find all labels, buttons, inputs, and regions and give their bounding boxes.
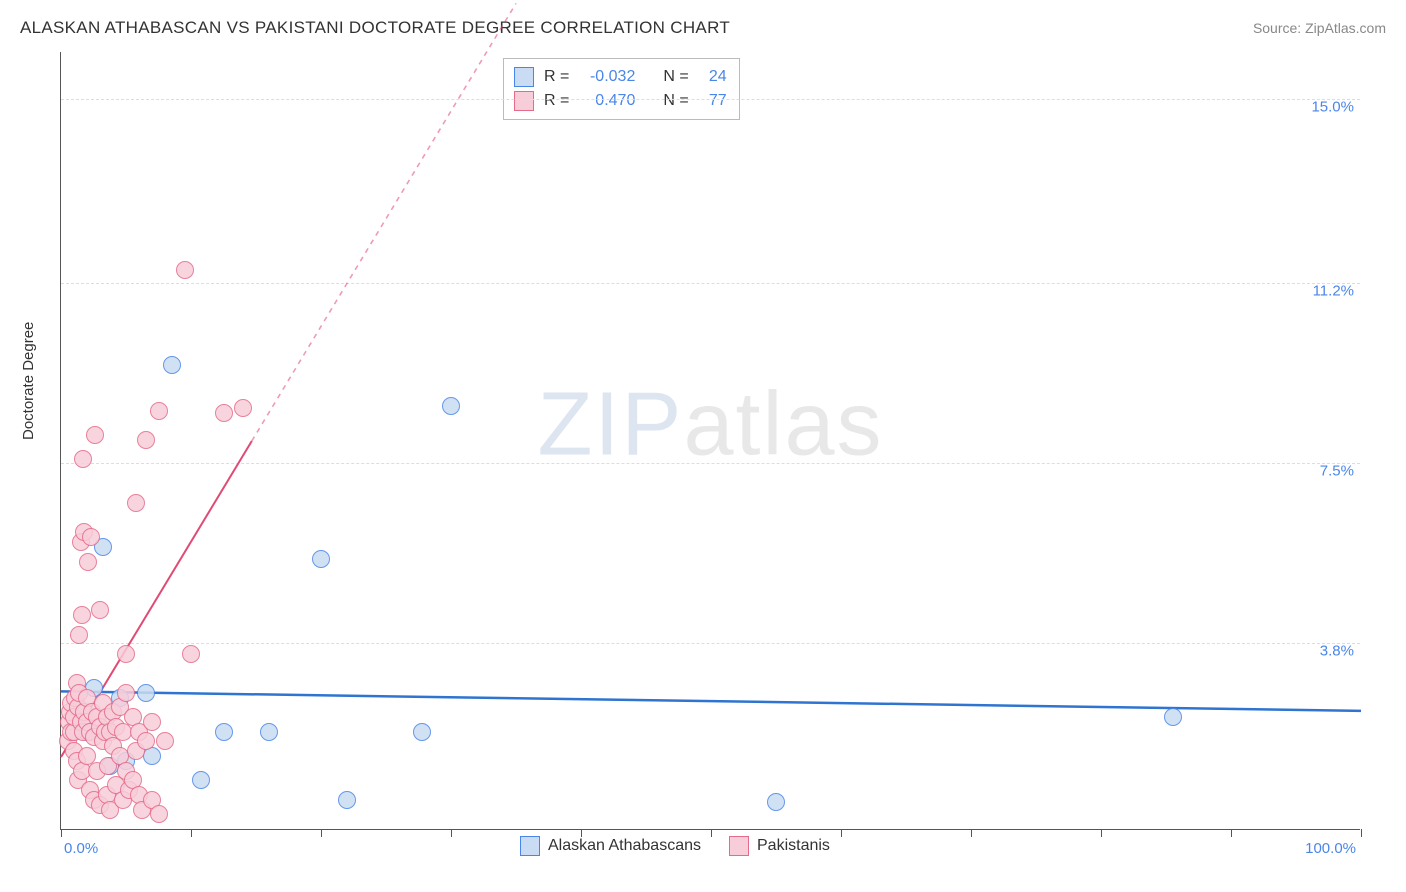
plot-area: ZIPatlas R = -0.032 N = 24 R = 0.470 N =…: [60, 52, 1360, 830]
data-point: [82, 528, 100, 546]
y-axis-label: Doctorate Degree: [20, 322, 37, 440]
data-point: [150, 402, 168, 420]
x-tick: [321, 829, 322, 837]
data-point: [182, 645, 200, 663]
data-point: [176, 261, 194, 279]
data-point: [215, 404, 233, 422]
data-point: [312, 550, 330, 568]
data-point: [91, 601, 109, 619]
data-point: [163, 356, 181, 374]
x-tick: [1231, 829, 1232, 837]
legend-label-b: Pakistanis: [757, 837, 830, 855]
data-point: [234, 399, 252, 417]
data-point: [143, 713, 161, 731]
data-point: [767, 793, 785, 811]
legend-swatch-b: [729, 836, 749, 856]
x-tick: [61, 829, 62, 837]
data-point: [117, 645, 135, 663]
legend-swatch-a: [520, 836, 540, 856]
data-point: [74, 450, 92, 468]
data-point: [86, 426, 104, 444]
legend-label-a: Alaskan Athabascans: [548, 837, 701, 855]
data-point: [156, 732, 174, 750]
legend-item-b: Pakistanis: [729, 836, 830, 856]
data-point: [192, 771, 210, 789]
data-point: [70, 626, 88, 644]
data-point: [79, 553, 97, 571]
data-point: [137, 684, 155, 702]
trend-line-dashed: [252, 3, 516, 441]
data-point: [1164, 708, 1182, 726]
data-point: [117, 684, 135, 702]
series-legend: Alaskan Athabascans Pakistanis: [520, 836, 830, 856]
x-axis-max-label: 100.0%: [1305, 840, 1356, 857]
data-point: [127, 494, 145, 512]
data-point: [442, 397, 460, 415]
chart-title: ALASKAN ATHABASCAN VS PAKISTANI DOCTORAT…: [20, 18, 730, 38]
data-point: [137, 431, 155, 449]
x-tick: [451, 829, 452, 837]
x-tick: [971, 829, 972, 837]
data-point: [338, 791, 356, 809]
x-tick: [1101, 829, 1102, 837]
trend-line: [61, 691, 1361, 710]
x-tick: [841, 829, 842, 837]
legend-item-a: Alaskan Athabascans: [520, 836, 701, 856]
data-point: [73, 606, 91, 624]
data-point: [260, 723, 278, 741]
x-tick: [1361, 829, 1362, 837]
source-label: Source: ZipAtlas.com: [1253, 20, 1386, 36]
data-point: [150, 805, 168, 823]
x-axis-min-label: 0.0%: [64, 840, 98, 857]
data-point: [413, 723, 431, 741]
data-point: [137, 732, 155, 750]
data-point: [215, 723, 233, 741]
x-tick: [191, 829, 192, 837]
